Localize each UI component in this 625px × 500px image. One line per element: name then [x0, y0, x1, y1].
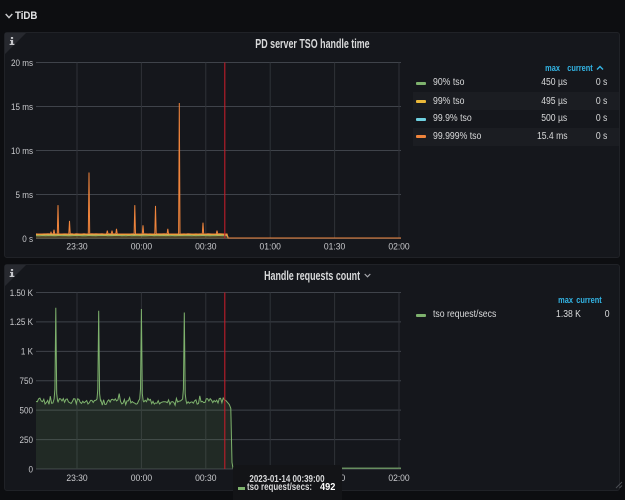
svg-text:00:00: 00:00	[131, 241, 152, 252]
svg-text:23:30: 23:30	[66, 473, 87, 484]
svg-text:00:30: 00:30	[195, 473, 216, 484]
svg-text:500: 500	[20, 405, 34, 416]
svg-text:5 ms: 5 ms	[16, 189, 34, 200]
svg-text:1.25 K: 1.25 K	[10, 317, 33, 328]
svg-text:20 ms: 20 ms	[11, 57, 33, 68]
svg-text:02:00: 02:00	[388, 473, 409, 484]
svg-text:23:30: 23:30	[66, 241, 87, 252]
svg-text:02:00: 02:00	[388, 241, 409, 252]
svg-text:0: 0	[29, 464, 34, 475]
svg-text:15 ms: 15 ms	[11, 101, 33, 112]
svg-text:250: 250	[20, 434, 34, 445]
svg-text:1.50 K: 1.50 K	[10, 287, 33, 298]
svg-text:750: 750	[20, 375, 34, 386]
svg-text:00:00: 00:00	[131, 473, 152, 484]
svg-text:01:00: 01:00	[260, 241, 281, 252]
svg-text:1 K: 1 K	[21, 346, 33, 357]
svg-text:00:30: 00:30	[195, 241, 216, 252]
svg-text:0 s: 0 s	[22, 233, 33, 244]
svg-text:10 ms: 10 ms	[11, 145, 33, 156]
svg-text:01:30: 01:30	[324, 241, 345, 252]
